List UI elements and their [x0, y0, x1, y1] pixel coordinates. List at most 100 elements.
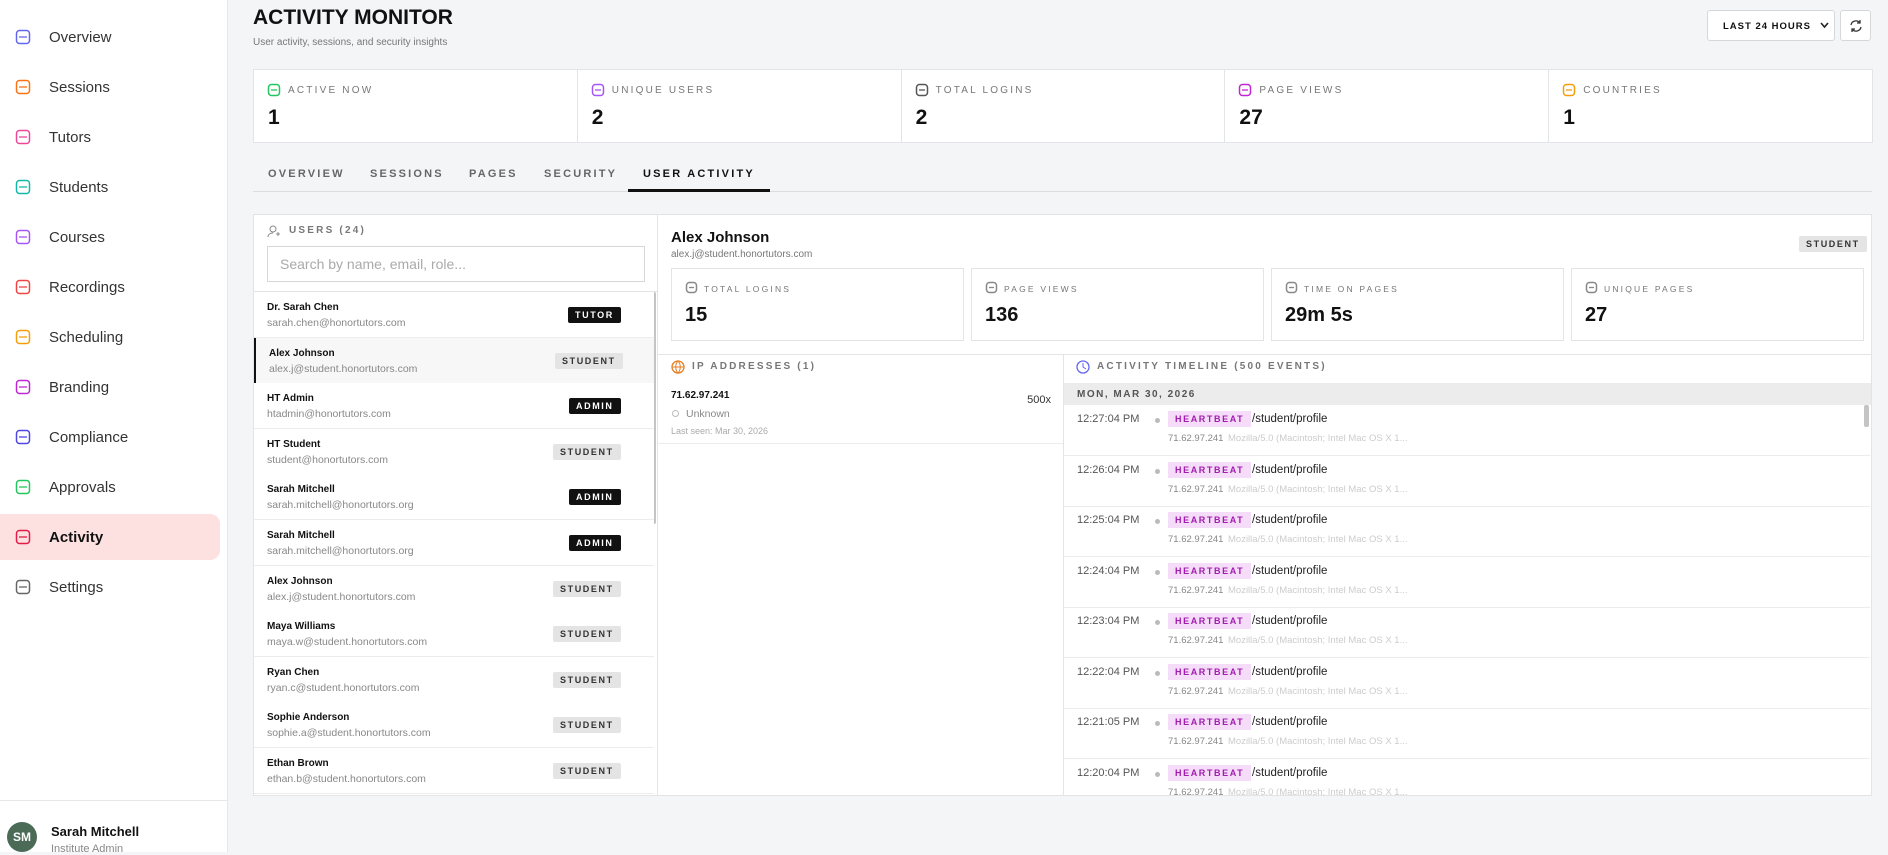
event-row: 12:20:04 PM HEARTBEAT/student/profile 71.6… — [1064, 759, 1870, 796]
globe-icon — [671, 360, 685, 374]
user-name: Ethan Brown — [267, 758, 329, 769]
nav-item[interactable]: Courses — [0, 214, 220, 260]
users-pane: USERS (24) Search by name, email, role..… — [254, 215, 658, 795]
avatar: SM — [7, 822, 37, 852]
search-input[interactable]: Search by name, email, role... — [267, 246, 645, 282]
user-name: Maya Williams — [267, 621, 336, 633]
stat-label: TOTAL LOGINS — [935, 85, 1034, 96]
user-row[interactable]: Alex Johnson alex.j@student.honortutors.c… — [254, 565, 654, 612]
icon-glyph — [15, 129, 31, 145]
nav-item[interactable]: Students — [0, 164, 220, 210]
range-label: LAST 24 HOURS — [1723, 21, 1811, 32]
user-email: ethan.b@student.honortutors.com — [267, 773, 426, 785]
role-badge: STUDENT — [553, 763, 621, 779]
user-row[interactable]: Dr. Sarah Chen sarah.chen@honortutors.com… — [254, 292, 654, 338]
nav-item[interactable]: Approvals — [0, 464, 220, 510]
tab[interactable]: USER ACTIVITY — [643, 168, 755, 180]
user-row[interactable]: Alex Johnson alex.j@student.honortutors.c… — [254, 337, 654, 384]
detail-role: STUDENT — [1799, 236, 1867, 252]
tab[interactable]: SESSIONS — [370, 168, 444, 180]
detail-stat: TIME ON PAGES 29m 5s — [1271, 268, 1564, 341]
stat-card: UNIQUE USERS 2 — [576, 69, 902, 143]
event-ip: 71.62.97.241 — [1168, 483, 1224, 495]
nav-item[interactable]: Branding — [0, 364, 220, 410]
event-dot — [1155, 519, 1160, 524]
user-row[interactable]: HT Admin htadmin@honortutors.com ADMIN — [254, 383, 654, 430]
nav-item[interactable]: Settings — [0, 564, 220, 610]
stat-label: COUNTRIES — [1583, 85, 1662, 96]
user-row[interactable]: HT Student student@honortutors.com STUDENT — [254, 428, 654, 475]
tab[interactable]: PAGES — [469, 168, 518, 180]
event-agent: Mozilla/5.0 (Macintosh; Intel Mac OS X 1… — [1228, 736, 1408, 747]
user-row[interactable]: Ethan Brown ethan.b@student.honortutors.c… — [254, 748, 654, 794]
users-title: USERS (24) — [289, 225, 367, 236]
user-email: alex.j@student.honortutors.com — [267, 590, 416, 603]
role-badge: ADMIN — [569, 398, 621, 415]
event-agent: Mozilla/5.0 (Macintosh; Intel Mac OS X 1… — [1228, 483, 1408, 495]
timeline-title: ACTIVITY TIMELINE (500 EVENTS) — [1097, 361, 1327, 372]
stat-card: TOTAL LOGINS 2 — [900, 69, 1226, 143]
refresh-button[interactable] — [1840, 10, 1871, 41]
detail-rule — [658, 354, 1871, 355]
user-name: Sophie Anderson — [267, 712, 350, 724]
icon-glyph — [15, 529, 31, 545]
event-agent: Mozilla/5.0 (Macintosh; Intel Mac OS X 1… — [1228, 534, 1408, 545]
user-email: sarah.chen@honortutors.com — [267, 317, 406, 329]
detail-stat: UNIQUE PAGES 27 — [1571, 268, 1864, 341]
event-ip: 71.62.97.241 — [1168, 786, 1224, 796]
event-row: 12:25:04 PM HEARTBEAT/student/profile 71.6… — [1064, 506, 1870, 557]
nav-item[interactable]: Activity — [0, 514, 220, 560]
user-name: Sarah Mitchell — [267, 484, 335, 496]
tab[interactable]: SECURITY — [544, 168, 618, 180]
ip-title: IP ADDRESSES (1) — [692, 361, 817, 372]
nav-label: Overview — [49, 28, 112, 46]
user-row[interactable]: Sophie Anderson sophie.a@student.honortut… — [254, 702, 654, 749]
event-type: HEARTBEAT — [1168, 562, 1252, 579]
event-agent: Mozilla/5.0 (Macintosh; Intel Mac OS X 1… — [1228, 685, 1408, 697]
icon-glyph — [685, 281, 698, 294]
users-icon — [267, 225, 280, 238]
icon-glyph — [15, 379, 31, 395]
user-name: Alex Johnson — [267, 575, 333, 587]
tab[interactable]: OVERVIEW — [268, 168, 345, 180]
split-rule — [1063, 354, 1064, 795]
nav-item[interactable]: Sessions — [0, 64, 220, 110]
user-row[interactable]: Sarah Mitchell sarah.mitchell@honortutors… — [254, 520, 654, 566]
nav-label: Recordings — [49, 278, 125, 296]
event-dot — [1155, 569, 1160, 575]
icon-glyph — [591, 83, 605, 97]
icon-glyph — [15, 579, 31, 595]
nav-item[interactable]: Compliance — [0, 414, 220, 460]
role-badge: ADMIN — [569, 489, 621, 506]
timeline-date: MON, MAR 30, 2026 — [1064, 383, 1871, 405]
user-email: sarah.mitchell@honortutors.org — [267, 545, 414, 557]
ip-last-seen: Last seen: Mar 30, 2026 — [671, 426, 769, 436]
user-name: Ryan Chen — [267, 666, 320, 678]
nav-label: Tutors — [49, 128, 91, 146]
event-time: 12:25:04 PM — [1077, 514, 1140, 526]
icon-glyph — [15, 179, 31, 195]
stat-card: PAGE VIEWS 27 — [1224, 69, 1550, 143]
user-email: sophie.a@student.honortutors.com — [267, 727, 431, 740]
user-email: htadmin@honortutors.com — [267, 408, 391, 421]
user-name: Sarah Mitchell — [51, 824, 140, 839]
detail-stat: PAGE VIEWS 136 — [971, 268, 1264, 341]
user-row[interactable]: Ryan Chen ryan.c@student.honortutors.com S… — [254, 656, 654, 703]
role-badge: STUDENT — [553, 626, 621, 643]
user-row[interactable]: Sarah Mitchell sarah.mitchell@honortutors… — [254, 474, 654, 521]
nav-item[interactable]: Scheduling — [0, 314, 220, 360]
nav-item[interactable]: Recordings — [0, 264, 220, 310]
nav-item[interactable]: Overview — [0, 14, 220, 60]
event-row: 12:22:04 PM HEARTBEAT/student/profile 71.6… — [1064, 658, 1870, 709]
stat-label: ACTIVE NOW — [288, 85, 374, 96]
role-badge: STUDENT — [555, 352, 623, 369]
detail-stat-value: 136 — [985, 304, 1019, 326]
event-path: /student/profile — [1252, 413, 1328, 425]
nav-item[interactable]: Tutors — [0, 114, 220, 160]
page-subtitle: User activity, sessions, and security in… — [253, 37, 448, 48]
timeline-list: 12:27:04 PM HEARTBEAT/student/profile 71.6… — [1064, 405, 1871, 795]
range-select[interactable]: LAST 24 HOURS — [1707, 10, 1835, 41]
user-row[interactable]: Maya Williams maya.w@student.honortutors.… — [254, 611, 654, 658]
ip-location: Unknown — [686, 408, 730, 420]
icon-glyph — [15, 479, 31, 495]
